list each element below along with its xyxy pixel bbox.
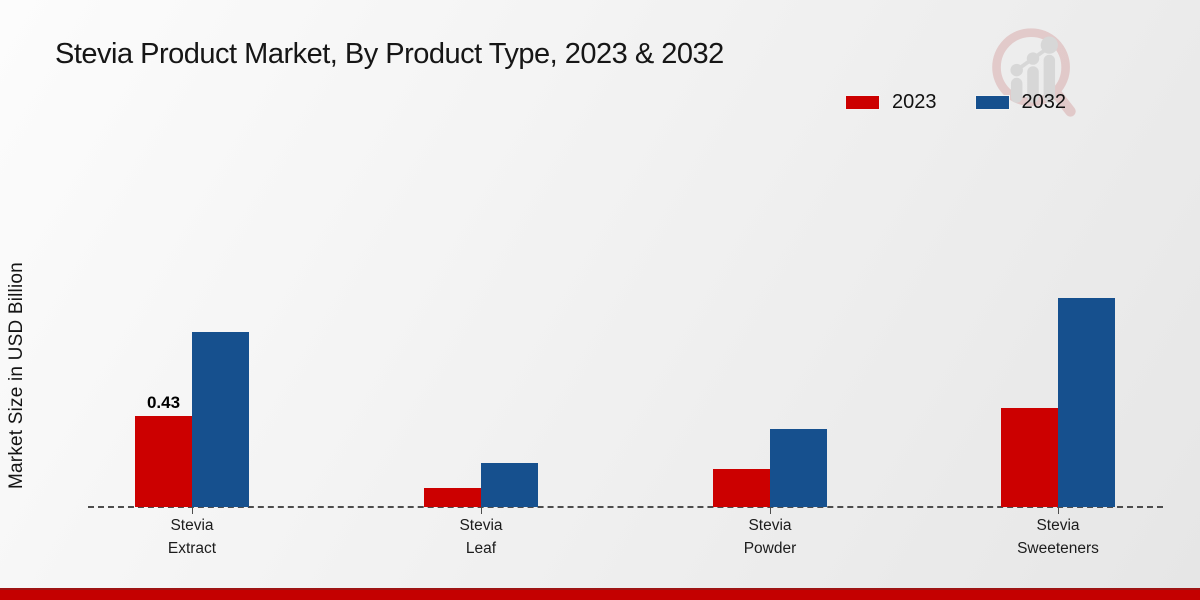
bar-2032-stevia-leaf <box>481 463 538 507</box>
legend-label: 2032 <box>1021 91 1067 113</box>
legend-label: 2023 <box>892 91 937 113</box>
bar-2032-stevia-powder <box>770 429 827 507</box>
bar-2023-stevia-extract <box>135 416 192 507</box>
category-label-stevia-leaf: Stevia Leaf <box>459 517 503 557</box>
x-axis-tick-stevia-powder <box>770 508 771 514</box>
legend-item-2032: 2032 <box>974 91 1067 114</box>
x-axis-tick-stevia-leaf <box>481 508 482 514</box>
legend: 2023 2032 <box>845 91 1066 114</box>
legend-swatch-2032 <box>974 95 1010 110</box>
legend-item-2023: 2023 <box>845 91 937 114</box>
category-label-stevia-sweeteners: Stevia Sweeteners <box>1017 517 1099 557</box>
bar-2032-stevia-extract <box>192 332 249 507</box>
x-axis-baseline <box>88 506 1163 508</box>
bar-2023-stevia-leaf <box>424 488 481 507</box>
bar-2023-stevia-powder <box>713 469 770 507</box>
x-axis-tick-stevia-extract <box>192 508 193 514</box>
chart-title: Stevia Product Market, By Product Type, … <box>55 38 724 70</box>
footer-red-bar <box>0 588 1200 600</box>
magnifier-growth-chart-logo-icon <box>992 28 1076 117</box>
category-label-stevia-powder: Stevia Powder <box>743 517 797 557</box>
bar-2023-stevia-sweeteners <box>1001 408 1058 507</box>
bar-2032-stevia-sweeteners <box>1058 298 1115 507</box>
legend-swatch-2023 <box>845 95 880 110</box>
x-axis-tick-stevia-sweeteners <box>1058 508 1059 514</box>
category-label-stevia-extract: Stevia Extract <box>167 517 217 557</box>
bar-value-label-2023-stevia-extract: 0.43 <box>146 393 181 412</box>
